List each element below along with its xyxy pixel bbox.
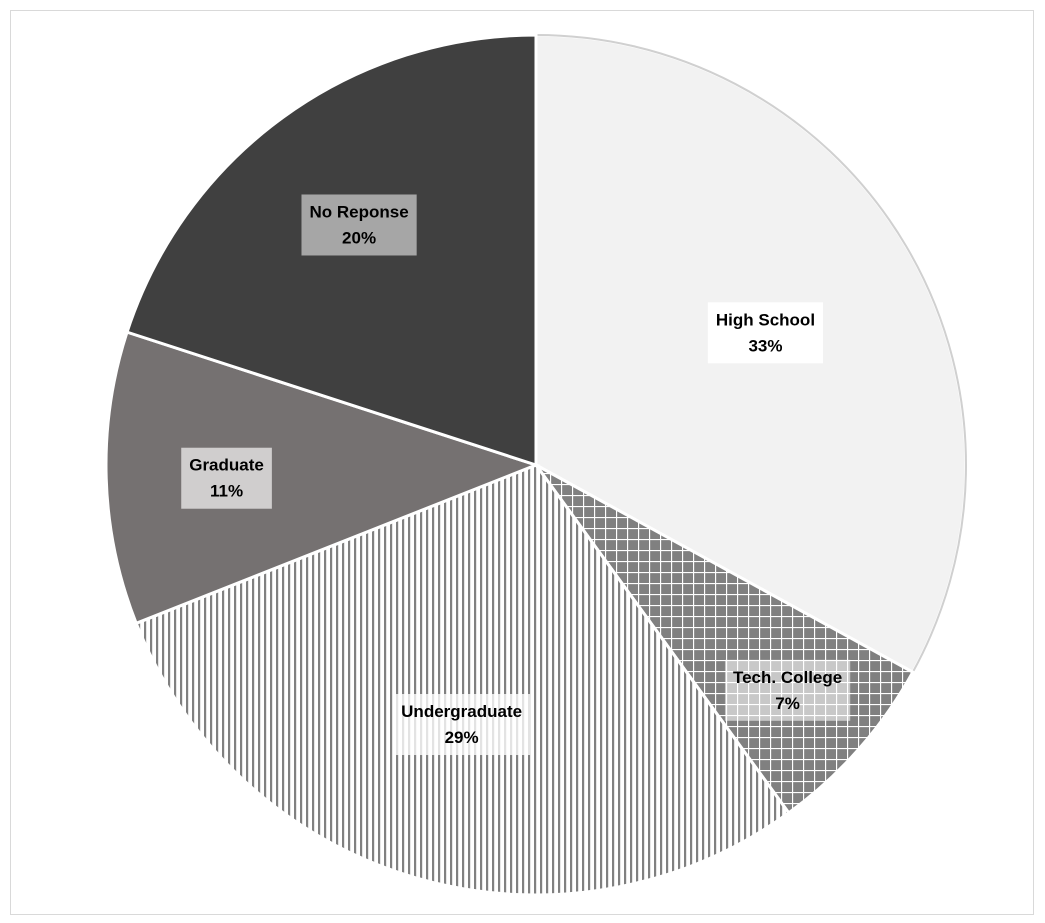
data-label-tech-college: Tech. College 7%	[724, 659, 851, 721]
data-label-background	[707, 302, 824, 364]
data-label-background	[393, 694, 531, 756]
data-label-high-school: High School 33%	[707, 302, 824, 364]
data-label-background	[181, 447, 272, 509]
pie-slice-tech-college	[534, 463, 915, 815]
pie-slice-undergraduate	[134, 463, 791, 897]
data-label-graduate: Graduate 11%	[181, 447, 272, 509]
pie-slice-outline	[535, 33, 967, 674]
data-label-category: Undergraduate	[401, 702, 522, 721]
data-label-percent: 7%	[775, 694, 800, 713]
data-label-percent: 33%	[748, 336, 782, 355]
pie-slice-graduate	[104, 330, 541, 626]
data-label-percent: 20%	[342, 228, 376, 247]
data-label-category: No Reponse	[309, 202, 408, 221]
data-label-background	[301, 194, 417, 256]
data-label-percent: 11%	[210, 482, 243, 501]
data-label-category: Graduate	[189, 456, 264, 475]
data-label-no-reponse: No Reponse 20%	[301, 194, 417, 256]
data-label-category: Tech. College	[733, 668, 842, 687]
data-label-background	[724, 659, 851, 721]
data-label-undergraduate: Undergraduate 29%	[393, 694, 531, 756]
data-label-percent: 29%	[445, 728, 479, 747]
data-label-category: High School	[716, 310, 815, 329]
